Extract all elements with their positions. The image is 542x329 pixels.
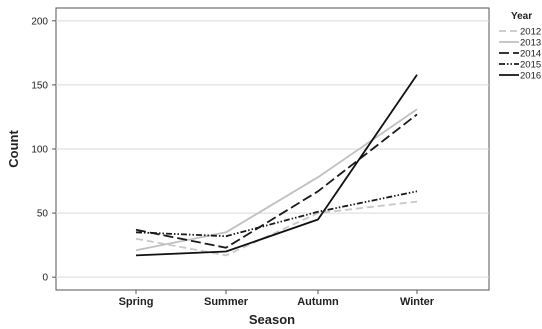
y-tick-label-150: 150	[31, 80, 48, 91]
y-tick-label-0: 0	[42, 273, 48, 284]
series-lines	[135, 74, 418, 257]
y-tick-label-50: 50	[37, 209, 49, 220]
y-axis-title: Count	[6, 130, 21, 168]
legend-label-2015: 2015	[520, 60, 541, 71]
series-line-2015	[135, 190, 418, 238]
x-tick-label-summer: Summer	[204, 296, 249, 308]
series-line-2012	[135, 200, 418, 257]
gridlines	[56, 20, 489, 278]
x-axis-title: Season	[249, 312, 295, 327]
y-tick-label-100: 100	[31, 145, 48, 156]
y-tick-label-200: 200	[31, 16, 48, 27]
legend-label-2016: 2016	[520, 71, 541, 82]
legend-label-2012: 2012	[520, 27, 541, 38]
legend-label-2013: 2013	[520, 38, 541, 49]
x-tick-label-winter: Winter	[400, 296, 435, 308]
series-line-2014	[135, 113, 418, 249]
legend-label-2014: 2014	[520, 49, 541, 60]
x-tick-label-autumn: Autumn	[297, 296, 339, 308]
legend-title: Year	[511, 11, 532, 22]
series-line-2013	[135, 108, 418, 252]
x-tick-label-spring: Spring	[119, 296, 154, 308]
series-line-2016	[135, 74, 418, 257]
x-axis-ticks: Spring Summer Autumn Winter	[119, 290, 435, 308]
y-axis-ticks: 0 50 100 150 200	[31, 16, 56, 284]
